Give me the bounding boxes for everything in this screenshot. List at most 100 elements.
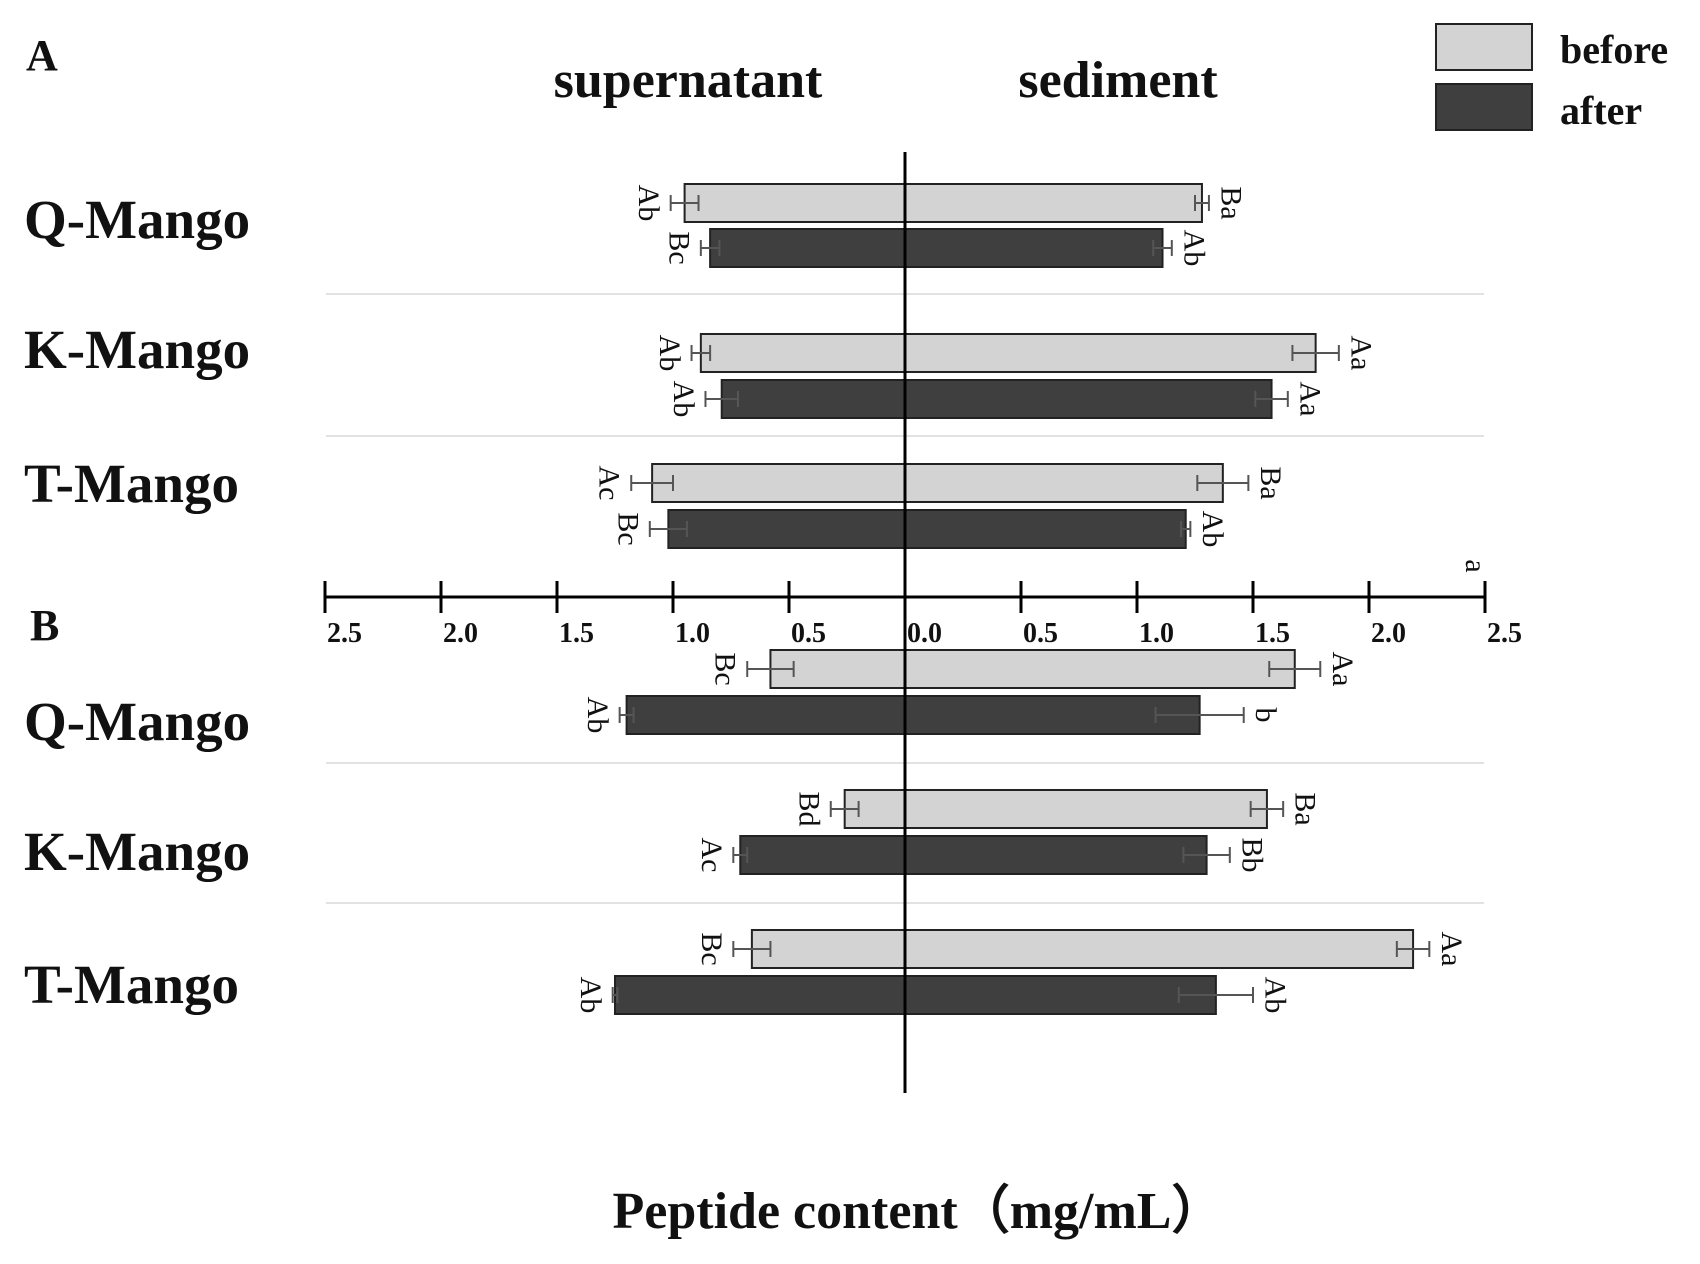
panel-b-t-mango-before-supernatant-bar	[750, 929, 906, 969]
panel-a-k-mango-after-supernatant-significance-label: Ab	[667, 381, 700, 418]
category-label-b-t-mango: T-Mango	[24, 954, 239, 1015]
panel-b-k-mango-after-sediment-error-bar	[1182, 847, 1231, 863]
x-axis-tick-label-left-0.5: 0.5	[791, 618, 826, 649]
panel-a-q-mango-before-sediment-significance-label: Ba	[1214, 186, 1247, 219]
panel-label-a: A	[26, 31, 58, 80]
panel-b-k-mango-after-supernatant-significance-label: Ac	[695, 838, 728, 873]
panel-b-k-mango-before-supernatant-significance-label: Bd	[792, 791, 825, 826]
panel-b-t-mango-before-supernatant-error-bar	[732, 941, 772, 957]
legend-label-after: after	[1560, 88, 1642, 133]
category-label-b-q-mango: Q-Mango	[24, 691, 250, 752]
panel-b-t-mango-before-sediment-significance-label: Aa	[1435, 932, 1468, 967]
x-axis-tick-label-left-1.0: 1.0	[675, 618, 710, 649]
panel-b-q-mango-before-sediment-bar	[904, 649, 1296, 689]
panel-a-k-mango-after-sediment-significance-label: Aa	[1293, 382, 1326, 417]
panel-a-q-mango-after-supernatant-bar	[709, 228, 906, 268]
x-axis-tick-label-left-2.5: 2.5	[327, 618, 362, 649]
panel-b-t-mango-before-sediment-error-bar	[1395, 941, 1431, 957]
panel-a-k-mango-after-sediment-error-bar	[1254, 391, 1289, 407]
panel-b-q-mango-before-sediment-significance-label: Aa	[1326, 652, 1359, 687]
panel-a-q-mango-before-sediment-bar	[904, 183, 1203, 223]
panel-b-q-mango-after-sediment-error-bar	[1154, 707, 1245, 723]
panel-b-t-mango-after-sediment-significance-label: Ab	[1259, 977, 1292, 1014]
panel-a-k-mango-after-supernatant-bar	[720, 379, 906, 419]
axis-corner-note: a	[1459, 559, 1492, 572]
panel-b-t-mango-before-sediment-bar	[904, 929, 1415, 969]
panel-b-t-mango-after-sediment-error-bar	[1177, 987, 1254, 1003]
panel-b-k-mango-after-sediment-bar	[904, 835, 1208, 875]
legend-swatch-after	[1435, 83, 1533, 131]
x-axis-tick-label-left-1.5: 1.5	[559, 618, 594, 649]
legend-swatch-before	[1435, 23, 1533, 71]
panel-b-k-mango-before-sediment-significance-label: Ba	[1289, 792, 1322, 825]
panel-b-q-mango-before-sediment-error-bar	[1268, 661, 1322, 677]
category-label-a-q-mango: Q-Mango	[24, 189, 250, 250]
x-axis-tick-label-left-2.0: 2.0	[443, 618, 478, 649]
category-label-b-k-mango: K-Mango	[24, 821, 250, 882]
panel-a-k-mango-after-supernatant-error-bar	[704, 391, 739, 407]
panel-a-t-mango-after-supernatant-bar	[667, 509, 906, 549]
panel-a-t-mango-before-supernatant-error-bar	[630, 475, 674, 491]
panel-a-k-mango-before-supernatant-error-bar	[690, 345, 712, 361]
panel-a-k-mango-before-sediment-error-bar	[1291, 345, 1340, 361]
panel-a-t-mango-after-sediment-significance-label: Ab	[1196, 511, 1229, 548]
panel-a-q-mango-after-supernatant-error-bar	[699, 240, 721, 256]
legend-label-before: before	[1560, 27, 1668, 72]
panel-a-q-mango-before-supernatant-significance-label: Ab	[632, 185, 665, 222]
panel-a-q-mango-before-sediment-error-bar	[1194, 195, 1210, 211]
x-axis-tick-label-right-1.0: 1.0	[1139, 618, 1174, 649]
panel-a-t-mango-before-supernatant-significance-label: Ac	[593, 466, 626, 501]
panel-b-t-mango-after-supernatant-significance-label: Ab	[574, 977, 607, 1014]
category-label-a-t-mango: T-Mango	[24, 453, 239, 514]
panel-b-t-mango-after-sediment-bar	[904, 975, 1217, 1015]
panel-a-q-mango-after-sediment-bar	[904, 228, 1164, 268]
panel-a-t-mango-before-supernatant-bar	[651, 463, 906, 503]
panel-a-t-mango-after-supernatant-significance-label: Bc	[611, 512, 644, 545]
panel-a-q-mango-after-sediment-error-bar	[1152, 240, 1173, 256]
panel-b-q-mango-before-supernatant-error-bar	[746, 661, 795, 677]
panel-a-q-mango-before-supernatant-error-bar	[669, 195, 700, 211]
panel-a-k-mango-before-sediment-significance-label: Aa	[1344, 336, 1377, 371]
panel-b-q-mango-after-sediment-significance-label: b	[1249, 708, 1282, 723]
panel-b-q-mango-before-supernatant-significance-label: Bc	[709, 652, 742, 685]
panel-label-b: B	[30, 601, 59, 650]
panel-b-q-mango-after-supernatant-bar	[625, 695, 906, 735]
panel-b-q-mango-after-sediment-bar	[904, 695, 1201, 735]
x-axis-tick-label-center-0.0: 0.0	[907, 618, 942, 649]
panel-b-k-mango-after-sediment-significance-label: Bb	[1235, 837, 1268, 872]
x-axis-tick-label-right-2.0: 2.0	[1371, 618, 1406, 649]
category-label-a-k-mango: K-Mango	[24, 319, 250, 380]
panel-b-t-mango-before-supernatant-significance-label: Bc	[695, 932, 728, 965]
panel-a-t-mango-before-sediment-error-bar	[1196, 475, 1250, 491]
panel-a-k-mango-before-supernatant-bar	[699, 333, 907, 373]
x-axis-tick-label-right-1.5: 1.5	[1255, 618, 1290, 649]
panel-a-q-mango-after-sediment-significance-label: Ab	[1177, 230, 1210, 267]
column-header-supernatant: supernatant	[554, 52, 823, 109]
panel-b-k-mango-before-sediment-error-bar	[1249, 801, 1285, 817]
panel-b-q-mango-after-supernatant-significance-label: Ab	[581, 697, 614, 734]
panel-b-k-mango-after-supernatant-bar	[739, 835, 907, 875]
panel-a-k-mango-before-supernatant-significance-label: Ab	[653, 335, 686, 372]
legend: before after	[1435, 23, 1668, 133]
x-axis-tick-label-right-0.5: 0.5	[1023, 618, 1058, 649]
panel-a-t-mango-after-supernatant-error-bar	[648, 521, 688, 537]
x-axis-title: Peptide content（mg/mL）	[613, 1182, 1224, 1240]
column-header-sediment: sediment	[1018, 52, 1218, 109]
panel-a-t-mango-after-sediment-error-bar	[1180, 521, 1192, 537]
panel-a-t-mango-before-sediment-bar	[904, 463, 1224, 503]
panel-b-k-mango-after-supernatant-error-bar	[732, 847, 749, 863]
panel-a-q-mango-after-supernatant-significance-label: Bc	[662, 231, 695, 264]
panel-a-k-mango-before-sediment-bar	[904, 333, 1317, 373]
x-axis-tick-label-right-2.5: 2.5	[1487, 618, 1522, 649]
x-axis: 2.5 2.0 1.5 1.0 0.5 0.0 0.5 1.0 1.5 2.0 2.5	[323, 581, 1522, 649]
panel-a-t-mango-before-sediment-significance-label: Ba	[1254, 466, 1287, 499]
panel-b-q-mango-after-supernatant-error-bar	[618, 707, 635, 723]
panel-a-k-mango-after-sediment-bar	[904, 379, 1273, 419]
panel-a-t-mango-after-sediment-bar	[904, 509, 1187, 549]
panel-b-t-mango-after-supernatant-bar	[614, 975, 906, 1015]
panel-b-t-mango-after-supernatant-error-bar	[611, 987, 619, 1003]
panel-b-k-mango-before-supernatant-error-bar	[829, 801, 860, 817]
panel-b-k-mango-before-sediment-bar	[904, 789, 1268, 829]
